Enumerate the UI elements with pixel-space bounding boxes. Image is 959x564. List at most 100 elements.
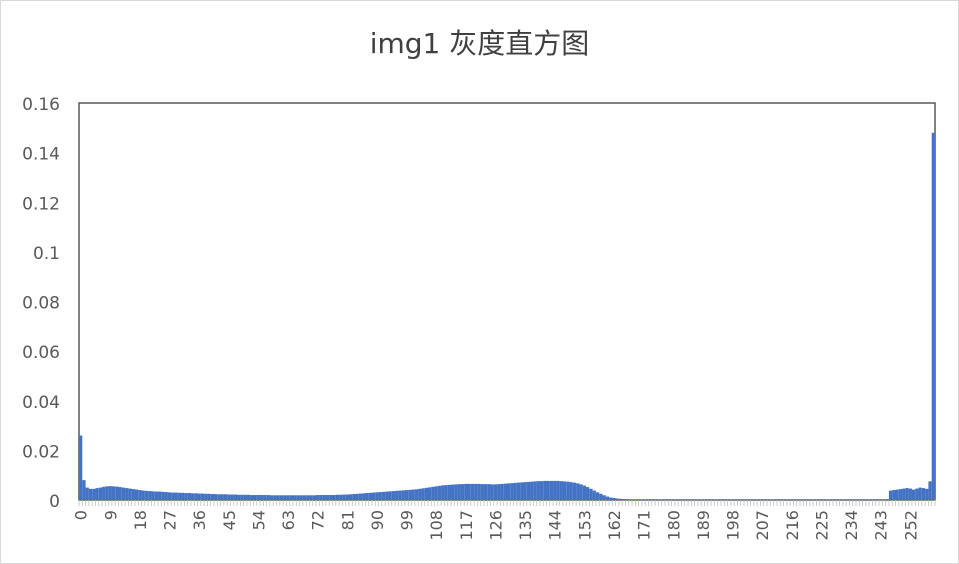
- histogram-bar: [576, 483, 580, 500]
- chart-title: img1 灰度直方图: [369, 27, 590, 60]
- histogram-bar: [418, 488, 422, 500]
- histogram-bar: [233, 494, 238, 500]
- histogram-bar: [329, 495, 333, 500]
- histogram-bar: [375, 492, 379, 500]
- histogram-bar: [82, 480, 86, 500]
- histogram-bar: [293, 495, 297, 500]
- x-tick-label: 27: [161, 510, 180, 530]
- histogram-bar: [243, 494, 247, 500]
- histogram-bar: [322, 495, 326, 500]
- histogram-bar: [885, 499, 889, 500]
- histogram-bar: [148, 491, 152, 500]
- x-tick-label: 189: [694, 510, 713, 541]
- histogram-bar: [908, 488, 912, 500]
- histogram-bar: [467, 483, 471, 500]
- x-tick-label: 144: [546, 510, 565, 541]
- histogram-bar: [190, 493, 195, 500]
- histogram-bar: [207, 493, 211, 500]
- x-tick-label: 171: [635, 510, 654, 541]
- histogram-bar: [460, 484, 465, 500]
- histogram-bar: [628, 499, 633, 500]
- histogram-bar: [549, 480, 554, 500]
- histogram-bar: [892, 490, 896, 500]
- histogram-bar: [194, 493, 198, 500]
- histogram-bar: [615, 498, 619, 500]
- histogram-bar: [572, 482, 577, 500]
- x-tick-label: 162: [605, 510, 624, 541]
- x-tick-label: 0: [72, 510, 91, 520]
- histogram-bar: [605, 496, 610, 500]
- histogram-bar: [345, 494, 349, 500]
- y-tick-label: 0.06: [22, 343, 60, 363]
- histogram-bar: [250, 495, 254, 500]
- histogram-bar: [111, 486, 116, 500]
- x-tick-label: 72: [309, 510, 328, 530]
- x-tick-label: 90: [368, 510, 387, 530]
- x-tick-label: 198: [724, 510, 743, 541]
- histogram-bar: [457, 484, 461, 500]
- histogram-bar: [266, 495, 270, 500]
- histogram-bar: [279, 495, 284, 500]
- histogram-bar: [556, 480, 560, 500]
- histogram-bar: [905, 488, 909, 500]
- histogram-bar: [444, 485, 448, 500]
- histogram-bar: [299, 495, 303, 500]
- histogram-bar: [404, 490, 409, 500]
- histogram-bar: [921, 488, 926, 500]
- histogram-bar: [309, 495, 313, 500]
- histogram-bar: [181, 492, 185, 500]
- histogram-bar: [609, 497, 613, 500]
- histogram-bar: [102, 486, 106, 500]
- histogram-bar: [493, 484, 498, 500]
- histogram-bar: [618, 498, 623, 500]
- histogram-bar: [566, 481, 570, 500]
- histogram-bar: [138, 490, 142, 500]
- histogram-bar: [586, 487, 590, 500]
- x-tick-label: 45: [220, 510, 239, 530]
- histogram-bar: [95, 488, 99, 500]
- histogram-bar: [381, 491, 386, 500]
- histogram-bar: [240, 494, 244, 500]
- histogram-bar: [888, 490, 893, 500]
- histogram-bar: [253, 495, 257, 500]
- histogram-bar: [164, 492, 168, 500]
- histogram-bar: [372, 492, 376, 500]
- histogram-bar: [237, 494, 241, 500]
- histogram-bar: [507, 483, 511, 500]
- histogram-bar: [335, 494, 340, 500]
- histogram-bar: [204, 493, 208, 500]
- x-tick-label: 126: [487, 510, 506, 541]
- histogram-bar: [602, 495, 606, 500]
- histogram-bar: [177, 492, 182, 500]
- histogram-bar: [312, 495, 317, 500]
- histogram-bar: [273, 495, 277, 500]
- histogram-bar: [424, 487, 428, 500]
- histogram-bar: [167, 492, 172, 500]
- histogram-bar: [464, 483, 468, 500]
- histogram-bar: [184, 493, 188, 500]
- histogram-bar: [161, 491, 165, 500]
- y-tick-label: 0.14: [22, 145, 60, 165]
- histogram-bar: [88, 488, 93, 500]
- histogram-bar: [223, 494, 228, 500]
- histogram-bar: [246, 494, 251, 500]
- histogram-bar: [260, 495, 264, 500]
- histogram-bar: [302, 495, 307, 500]
- histogram-bar: [483, 484, 488, 500]
- histogram-bar: [174, 492, 178, 500]
- histogram-bar: [487, 484, 491, 500]
- histogram-bar: [622, 499, 626, 500]
- histogram-bar: [546, 480, 550, 500]
- histogram-bar: [625, 499, 629, 500]
- histogram-bar: [187, 493, 191, 500]
- histogram-bar: [128, 488, 132, 500]
- histogram-bar: [451, 484, 455, 500]
- histogram-bar: [931, 132, 935, 500]
- x-tick-label: 252: [901, 510, 920, 541]
- y-tick-label: 0.12: [22, 194, 60, 214]
- histogram-bar: [358, 493, 363, 500]
- histogram-bar: [915, 488, 919, 500]
- histogram-bar: [421, 488, 425, 500]
- histogram-bar: [595, 492, 600, 500]
